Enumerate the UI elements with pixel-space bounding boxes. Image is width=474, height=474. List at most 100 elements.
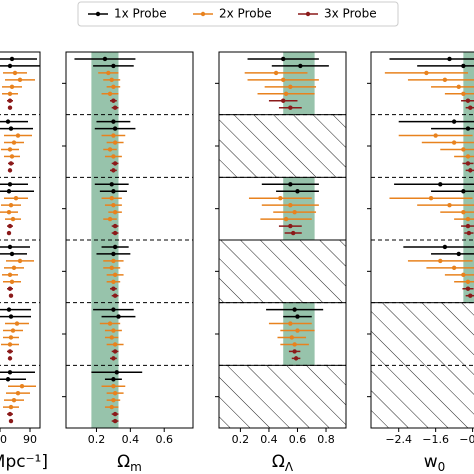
point — [465, 154, 471, 159]
point — [278, 196, 283, 201]
point — [465, 161, 471, 166]
legend-label: 2x Probe — [219, 7, 272, 21]
point — [428, 196, 434, 201]
reference-band — [463, 52, 474, 428]
point — [107, 147, 113, 152]
point — [107, 216, 113, 222]
point — [424, 70, 429, 76]
point — [461, 147, 466, 152]
point — [442, 77, 448, 83]
point — [8, 418, 14, 424]
point — [298, 63, 303, 69]
point — [451, 265, 457, 271]
point — [465, 98, 471, 103]
point — [7, 286, 13, 291]
point — [466, 230, 472, 236]
excluded-hatch — [218, 364, 347, 429]
point — [447, 56, 452, 62]
point — [112, 342, 118, 347]
point — [114, 370, 120, 375]
point — [468, 105, 473, 110]
point — [6, 189, 12, 194]
point — [7, 342, 13, 347]
point — [6, 230, 12, 236]
point — [109, 182, 114, 187]
point — [465, 216, 471, 222]
panel: 0.2 0.4 0.6 0.8 ΩΛ — [215, 51, 347, 474]
point — [9, 154, 15, 159]
point — [7, 370, 13, 375]
x-tick-label: 90 — [23, 433, 37, 446]
point — [111, 279, 116, 284]
point — [288, 84, 293, 90]
point — [116, 314, 121, 319]
point — [111, 133, 116, 138]
point — [107, 91, 113, 96]
point — [5, 377, 11, 382]
x-axis-label-main: Ω — [272, 452, 285, 472]
point — [111, 377, 116, 382]
excluded-hatch — [218, 239, 347, 304]
point — [111, 189, 116, 194]
x-axis-label-main: [km s⁻¹ Mpc⁻¹] — [0, 452, 48, 472]
point — [288, 223, 293, 229]
point — [9, 251, 15, 257]
point — [112, 411, 118, 417]
point — [281, 56, 286, 62]
point — [295, 314, 300, 319]
x-tick-label: 0.4 — [122, 433, 140, 446]
point — [461, 272, 466, 278]
point — [7, 411, 13, 417]
point — [9, 56, 15, 62]
point — [109, 335, 114, 340]
point — [292, 349, 297, 354]
x-tick-label: −0.8 — [459, 433, 474, 446]
x-axis-label-sub: Λ — [285, 460, 294, 474]
point — [12, 70, 18, 76]
x-axis-label-main: w — [424, 452, 438, 472]
legend-marker — [200, 11, 206, 17]
point — [468, 293, 473, 298]
point — [112, 161, 118, 166]
point — [461, 189, 466, 194]
point — [8, 202, 14, 208]
panel: −2.4 −1.6 −0.8 w0 — [367, 51, 474, 474]
point — [6, 307, 12, 312]
legend-label: 1x Probe — [114, 7, 167, 21]
point — [112, 349, 118, 354]
point — [7, 63, 13, 69]
point — [6, 209, 12, 215]
x-tick-label: 0.2 — [88, 433, 106, 446]
point — [111, 168, 116, 173]
point — [102, 56, 108, 62]
point — [283, 216, 289, 222]
point — [11, 140, 17, 145]
panel-frame — [65, 51, 194, 429]
point — [461, 91, 466, 96]
point — [111, 258, 116, 264]
point — [111, 286, 116, 291]
point — [17, 258, 23, 264]
point — [111, 251, 116, 257]
point — [14, 321, 20, 326]
point — [7, 349, 13, 354]
point — [112, 140, 118, 145]
point — [295, 328, 300, 333]
legend-marker — [305, 11, 311, 17]
panel-frame — [370, 51, 474, 429]
point — [288, 182, 293, 187]
point — [289, 335, 294, 340]
excluded-hatch — [218, 114, 347, 178]
legend-marker — [95, 11, 101, 17]
x-axis-label: ΩΛ — [272, 452, 294, 474]
point — [283, 91, 289, 96]
point — [461, 209, 466, 215]
x-tick-label: 0.2 — [232, 433, 250, 446]
panel: 60 90 [km s⁻¹ Mpc⁻¹] — [0, 51, 48, 472]
point — [468, 168, 473, 173]
point — [11, 397, 17, 403]
x-axis-label: Ωm — [117, 452, 142, 474]
panel: 0.2 0.4 0.6 Ωm — [62, 51, 194, 474]
point — [112, 244, 118, 250]
point — [447, 202, 452, 208]
